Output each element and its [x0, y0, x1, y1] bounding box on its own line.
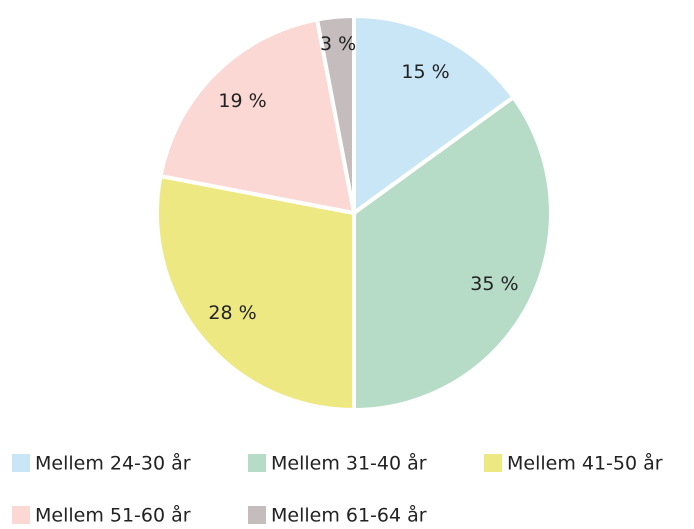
- pie-slice: [352, 94, 553, 413]
- legend-label: Mellem 51-60 år: [35, 504, 191, 527]
- pie-slice: [314, 13, 356, 214]
- slice-label: 28 %: [208, 302, 256, 324]
- pie-slice: [155, 173, 356, 413]
- slice-label: 35 %: [470, 273, 518, 295]
- slice-label: 3 %: [320, 33, 356, 55]
- legend-swatch: [248, 454, 266, 472]
- legend-label: Mellem 61-64 år: [271, 504, 427, 527]
- legend-swatch: [484, 454, 502, 472]
- slice-label: 19 %: [218, 90, 266, 112]
- legend-swatch: [12, 506, 30, 524]
- legend-swatch: [248, 506, 266, 524]
- pie-slice: [352, 13, 517, 217]
- slice-label: 15 %: [401, 61, 449, 83]
- pie-slice: [158, 17, 357, 216]
- legend-swatch: [12, 454, 30, 472]
- legend-label: Mellem 41-50 år: [507, 452, 663, 475]
- legend-label: Mellem 24-30 år: [35, 452, 191, 475]
- legend-label: Mellem 31-40 år: [271, 452, 427, 475]
